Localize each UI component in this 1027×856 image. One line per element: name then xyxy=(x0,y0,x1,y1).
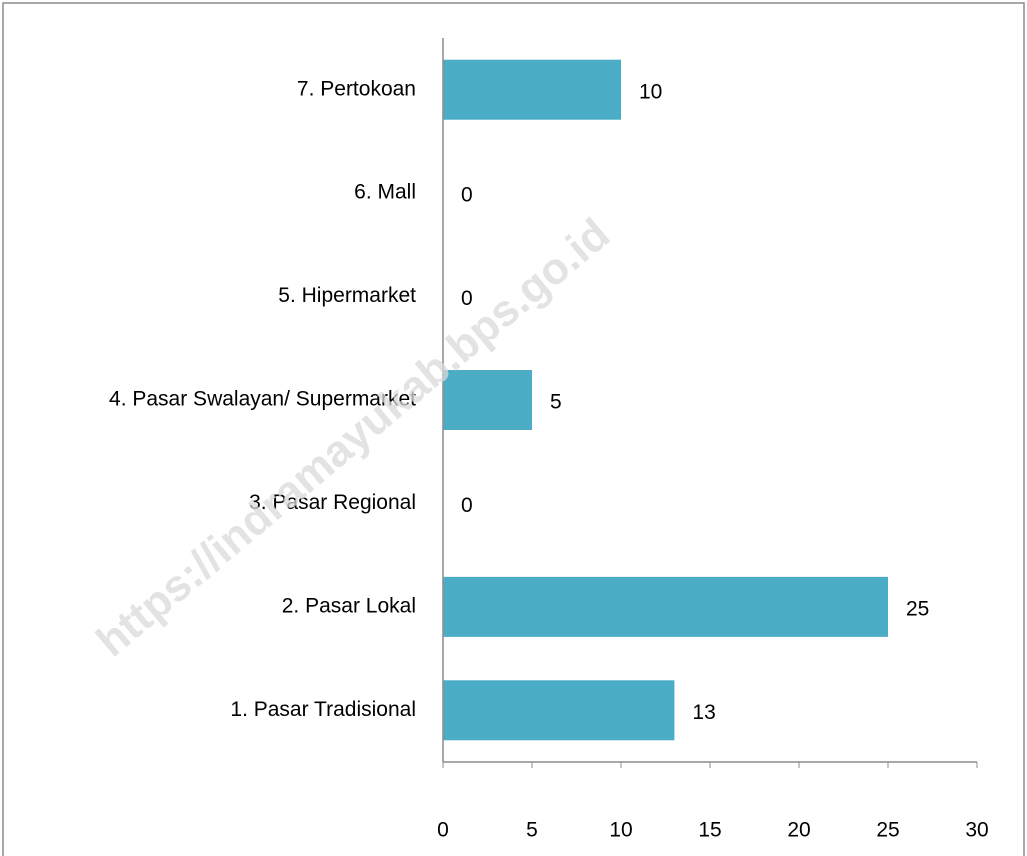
x-tick-label: 30 xyxy=(965,819,988,842)
bar xyxy=(443,370,532,430)
bar xyxy=(443,59,621,120)
y-tick-label: 6. Mall xyxy=(354,181,416,204)
bar xyxy=(443,576,888,637)
y-tick-label: 3. Pasar Regional xyxy=(249,491,416,514)
x-tick-label: 0 xyxy=(437,819,449,842)
data-label: 0 xyxy=(461,184,473,207)
x-tick-label: 15 xyxy=(698,819,721,842)
data-label: 5 xyxy=(550,391,562,414)
y-tick-label: 1. Pasar Tradisional xyxy=(230,698,416,721)
x-tick-label: 10 xyxy=(609,819,632,842)
data-label: 25 xyxy=(906,597,929,620)
x-tick-label: 25 xyxy=(876,819,899,842)
y-tick-label: 5. Hipermarket xyxy=(278,284,416,307)
bar xyxy=(443,680,675,741)
y-tick-label: 4. Pasar Swalayan/ Supermarket xyxy=(109,388,416,411)
data-label: 0 xyxy=(461,287,473,310)
data-label: 13 xyxy=(692,701,715,724)
y-tick-label: 7. Pertokoan xyxy=(297,77,416,100)
data-label: 0 xyxy=(461,494,473,517)
x-tick-label: 5 xyxy=(526,819,538,842)
y-tick-label: 2. Pasar Lokal xyxy=(282,594,416,617)
data-label: 10 xyxy=(639,80,662,103)
x-tick-label: 20 xyxy=(787,819,810,842)
